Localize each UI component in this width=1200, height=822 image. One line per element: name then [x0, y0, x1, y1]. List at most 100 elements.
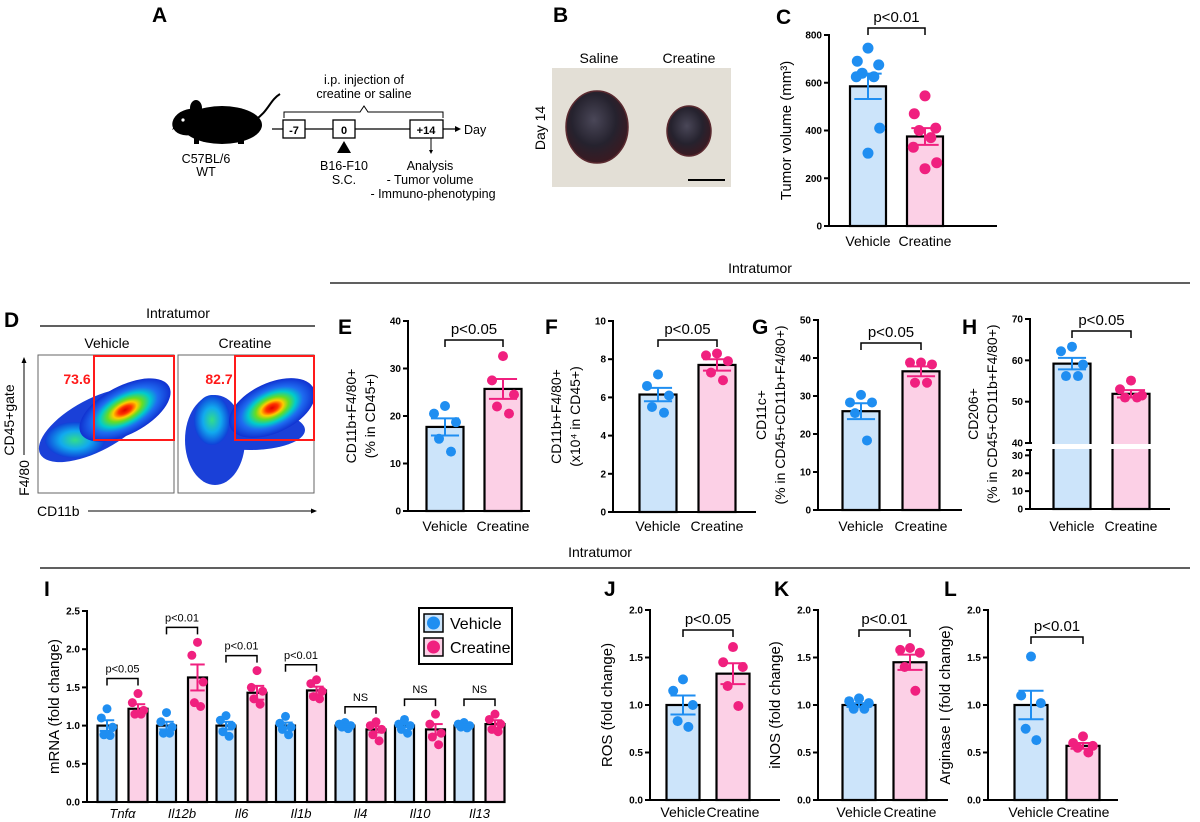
- data-point: [895, 644, 906, 655]
- data-point: [1035, 698, 1046, 709]
- y-tick-label: 2.0: [66, 645, 80, 656]
- data-point: [284, 730, 294, 740]
- injection-label: i.p. injection of: [324, 73, 404, 87]
- x-tick-label: Creatine: [1105, 518, 1158, 534]
- x-tick-label: Il1b: [291, 806, 312, 821]
- error-bar: [337, 723, 353, 728]
- y-axis-label: CD11c+: [753, 390, 769, 440]
- significance-bracket: [860, 342, 922, 350]
- data-point: [374, 736, 384, 746]
- cell-line-label: B16-F10: [320, 159, 368, 173]
- bar: [841, 410, 881, 512]
- y-tick-label: 0.0: [629, 796, 643, 807]
- data-point: [1067, 341, 1077, 352]
- significance-bracket: [444, 339, 504, 347]
- x-tick-label: Creatine: [477, 518, 530, 534]
- data-point: [1026, 651, 1036, 662]
- data-point: [187, 650, 197, 660]
- panel-label-f: F: [545, 316, 558, 339]
- error-bar: [428, 723, 443, 736]
- y-tick-label: 0: [600, 508, 606, 519]
- row-label-day: Day 14: [532, 106, 548, 151]
- arrow-up-icon: [21, 357, 27, 363]
- data-point: [431, 709, 440, 719]
- data-point: [252, 666, 262, 676]
- y-axis-label: ROS (fold change): [599, 643, 616, 767]
- x-tick-label: Il6: [235, 806, 250, 821]
- bar: [901, 370, 941, 512]
- data-point: [668, 685, 679, 696]
- data-point: [1078, 731, 1088, 742]
- error-bar: [643, 386, 673, 403]
- significance-label: NS: [353, 692, 368, 704]
- data-point: [405, 721, 415, 731]
- significance-label: p<0.01: [225, 641, 259, 653]
- x-tick-label: Vehicle: [838, 518, 883, 534]
- panel-label-a: A: [152, 4, 167, 27]
- chart-panel-l: L 0.0 0.5 1.0 1.5 2.0 Arginase I (fold change)…: [937, 578, 1118, 820]
- data-point: [862, 42, 874, 54]
- data-point: [856, 389, 866, 400]
- y-tick-label: 1.5: [797, 653, 811, 664]
- flow-group-creatine: Creatine: [219, 335, 272, 351]
- bar: [1013, 703, 1049, 802]
- y-tick-label: 0.5: [797, 748, 811, 759]
- x-tick-label: Vehicle: [660, 804, 705, 820]
- y-tick-label: 40: [800, 354, 812, 365]
- significance-bracket: [858, 629, 911, 637]
- injection-label-2: creatine or saline: [316, 87, 411, 101]
- gate-rectangle: [234, 355, 315, 441]
- data-point: [653, 369, 663, 380]
- error-bar: [1057, 356, 1087, 371]
- significance-bracket: [284, 664, 318, 672]
- legend-marker: [427, 640, 440, 654]
- flow-group-vehicle: Vehicle: [84, 335, 129, 351]
- data-point: [105, 731, 115, 741]
- x-tick-label: Vehicle: [422, 518, 467, 534]
- data-point: [850, 408, 860, 419]
- data-point: [916, 357, 926, 368]
- creatine-tumor: [666, 105, 712, 157]
- y-axis-label: iNOS (fold change): [767, 641, 784, 769]
- bar: [665, 703, 701, 802]
- y-axis-label: CD11b+F4/80+: [343, 369, 359, 464]
- day-box-label: -7: [289, 125, 299, 137]
- panel-label-b: B: [553, 4, 568, 27]
- data-point: [718, 375, 728, 386]
- panel-label-j: J: [604, 578, 616, 601]
- flow-plot-vehicle: 73.6: [37, 354, 175, 494]
- x-tick-label: Creatine: [691, 518, 744, 534]
- y-tick-label: 70: [1012, 315, 1024, 326]
- arrow-down-icon: [429, 150, 433, 154]
- error-bar: [906, 365, 936, 378]
- panel-label-l: L: [944, 578, 957, 601]
- data-point: [493, 727, 503, 737]
- data-point: [258, 686, 268, 696]
- data-point: [1073, 371, 1083, 382]
- x-tick-label: Vehicle: [635, 518, 680, 534]
- data-point: [859, 703, 870, 714]
- panel-label-h: H: [962, 316, 977, 339]
- y-tick-label: 10: [390, 459, 402, 470]
- data-point: [158, 728, 168, 738]
- significance-label: p<0.01: [861, 611, 907, 628]
- data-point: [246, 682, 256, 692]
- y-tick-label: 30: [1012, 451, 1024, 462]
- data-point: [914, 647, 925, 658]
- data-point: [659, 407, 669, 418]
- bar: [1065, 744, 1101, 802]
- data-point: [165, 728, 175, 738]
- x-tick-label: Vehicle: [1049, 518, 1094, 534]
- data-point: [919, 90, 931, 102]
- significance-label: p<0.05: [664, 321, 710, 338]
- data-point: [487, 375, 497, 386]
- y-tick-label: 6: [600, 393, 606, 404]
- y-tick-label: 0: [805, 506, 811, 517]
- y-tick-label: 30: [800, 392, 812, 403]
- day-axis-label: Day: [464, 123, 487, 137]
- bar: [1052, 362, 1092, 511]
- y-tick-label: 0.5: [629, 748, 643, 759]
- mouse-silhouette-icon: [172, 93, 281, 144]
- significance-bracket: [225, 654, 258, 663]
- error-bar: [130, 703, 146, 715]
